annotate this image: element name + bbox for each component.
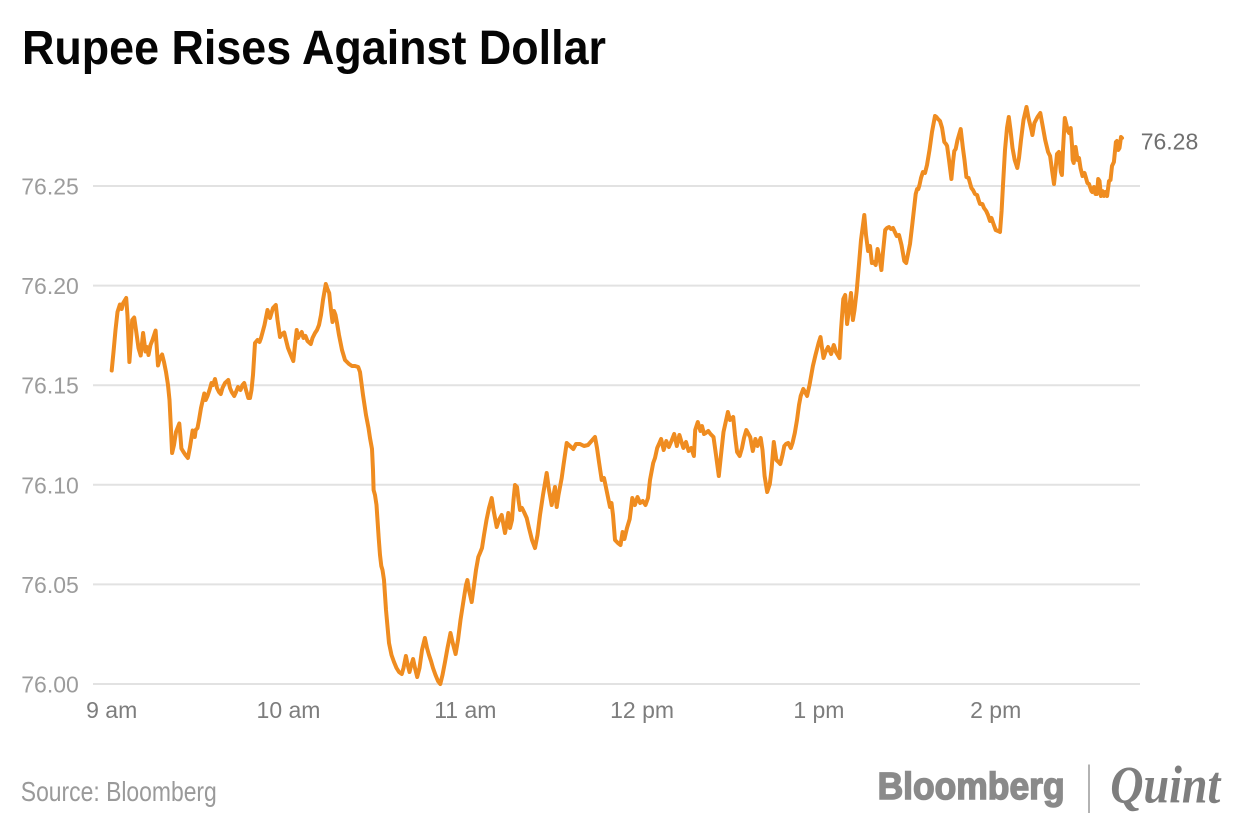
svg-text:76.00: 76.00 <box>21 672 79 698</box>
svg-text:9 am: 9 am <box>86 697 137 723</box>
svg-text:10 am: 10 am <box>257 697 321 723</box>
svg-text:76.28: 76.28 <box>1141 129 1199 155</box>
svg-text:1 pm: 1 pm <box>793 697 844 723</box>
svg-text:Rupee Rises Against Dollar: Rupee Rises Against Dollar <box>22 22 606 75</box>
svg-text:76.05: 76.05 <box>21 572 79 598</box>
svg-text:Quint: Quint <box>1110 757 1222 815</box>
svg-text:76.20: 76.20 <box>21 273 79 299</box>
svg-text:12 pm: 12 pm <box>610 697 674 723</box>
svg-text:11 am: 11 am <box>434 697 496 723</box>
svg-text:Bloomberg: Bloomberg <box>878 766 1065 808</box>
svg-text:76.10: 76.10 <box>21 472 79 498</box>
svg-text:76.25: 76.25 <box>21 174 79 200</box>
svg-text:2 pm: 2 pm <box>970 697 1021 723</box>
svg-text:Source: Bloomberg: Source: Bloomberg <box>21 776 217 807</box>
svg-text:76.15: 76.15 <box>21 373 79 399</box>
